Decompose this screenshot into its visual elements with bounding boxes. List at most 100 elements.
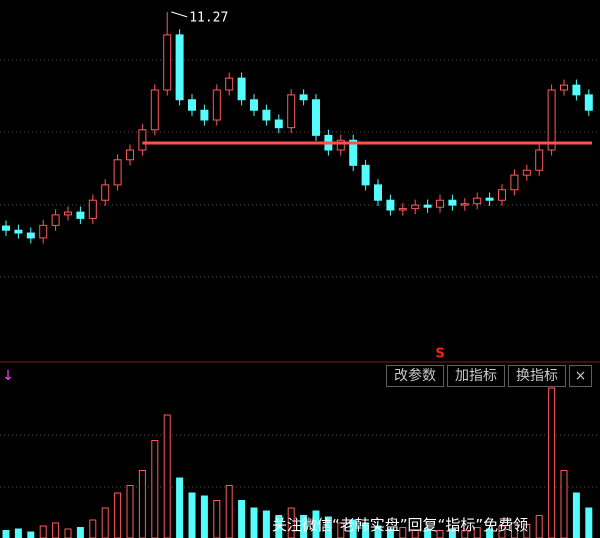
volume-bar <box>312 510 320 538</box>
candle-body <box>101 184 110 201</box>
volume-bar <box>238 500 246 538</box>
volume-bar <box>337 522 345 538</box>
volume-bar <box>448 528 456 538</box>
candle-body <box>498 189 506 201</box>
candle-body <box>188 99 196 111</box>
candle-body <box>485 197 494 201</box>
candle-body <box>374 184 382 201</box>
candle-body <box>560 84 568 91</box>
candle-body <box>349 139 358 166</box>
volume-bar <box>523 524 531 538</box>
candle-body <box>423 204 432 208</box>
candle-body <box>473 197 482 205</box>
volume-bar <box>386 528 394 538</box>
candle-body <box>150 89 159 131</box>
candle-body <box>448 199 457 206</box>
candle-body <box>436 199 444 208</box>
candle-body <box>460 203 469 206</box>
volume-bar <box>560 470 568 538</box>
candle-body <box>212 89 221 121</box>
candle-body <box>299 94 308 101</box>
candle-body <box>312 99 320 136</box>
volume-bar <box>362 522 370 538</box>
volume-bar <box>498 525 506 538</box>
candle-body <box>14 229 23 234</box>
button[interactable]: 加指标 <box>447 365 505 387</box>
volume-bar <box>188 492 196 538</box>
volume-bar <box>300 515 308 538</box>
button[interactable]: 改参数 <box>386 365 444 387</box>
volume-bar <box>138 470 146 538</box>
volume-bar <box>424 528 432 538</box>
candle-body <box>113 159 122 186</box>
peak-label: 11.27 <box>189 10 228 25</box>
volume-bar <box>151 440 159 538</box>
candle-body <box>88 199 97 219</box>
volume-bar <box>349 519 357 538</box>
volume-bar <box>14 528 22 538</box>
candle-body <box>175 34 184 101</box>
candle-body <box>237 77 246 101</box>
candle-body <box>510 174 519 191</box>
candle-body <box>2 225 10 231</box>
volume-bar <box>126 485 134 538</box>
candle-body <box>138 129 147 151</box>
watermark: 关注微信“老韩实盘”回复“指标”免费领 <box>272 516 529 534</box>
candle-body <box>336 139 345 151</box>
candle-body <box>287 94 296 129</box>
candle-body <box>572 84 581 96</box>
volume-bar <box>39 525 47 538</box>
candle-body <box>250 99 258 111</box>
volume-bar <box>2 530 10 538</box>
volume-bar <box>114 492 122 538</box>
volume-bar <box>585 507 593 538</box>
volume-bar <box>287 507 295 538</box>
candle-body <box>64 211 72 216</box>
button[interactable]: 换指标 <box>508 365 566 387</box>
volume-bar <box>89 519 97 538</box>
volume-bar <box>324 516 332 538</box>
candle-body <box>200 109 209 121</box>
volume-bar <box>411 530 419 538</box>
volume-bar <box>76 527 84 538</box>
volume-bar <box>64 528 72 538</box>
candle-body <box>26 232 35 239</box>
indicator-arrow: ↓ <box>2 368 14 384</box>
candle-body <box>584 94 593 111</box>
volume-bar <box>163 414 171 538</box>
volume-bar <box>461 530 469 538</box>
volume-bar <box>535 515 543 538</box>
candle-body <box>361 164 370 186</box>
signal-marker: S <box>435 347 444 362</box>
volume-bar <box>486 528 494 538</box>
volume-bar <box>176 477 184 538</box>
close-button[interactable]: × <box>569 365 592 387</box>
candle-body <box>262 109 271 121</box>
volume-bar <box>27 531 35 538</box>
candle-body <box>76 211 85 219</box>
volume-bar <box>262 510 270 538</box>
volume-bar <box>101 507 109 538</box>
volume-bar <box>213 500 221 538</box>
volume-bar <box>275 515 283 538</box>
candle-body <box>274 119 283 129</box>
candle-body <box>547 89 556 151</box>
candle-body <box>126 149 134 161</box>
volume-bar <box>572 492 580 538</box>
volume-bar <box>52 522 60 538</box>
volume-bar <box>473 527 481 538</box>
volume-bar <box>436 530 444 538</box>
volume-bar <box>399 527 407 538</box>
volume-bar <box>374 525 382 538</box>
volume-bar <box>510 522 518 538</box>
candle-body <box>386 199 395 211</box>
volume-bar <box>200 495 208 538</box>
candle-body <box>522 169 531 176</box>
candle-body <box>411 204 420 210</box>
volume-bar <box>225 485 233 538</box>
candle-body <box>163 34 172 91</box>
volume-bar <box>250 507 258 538</box>
candle-body <box>51 214 60 226</box>
